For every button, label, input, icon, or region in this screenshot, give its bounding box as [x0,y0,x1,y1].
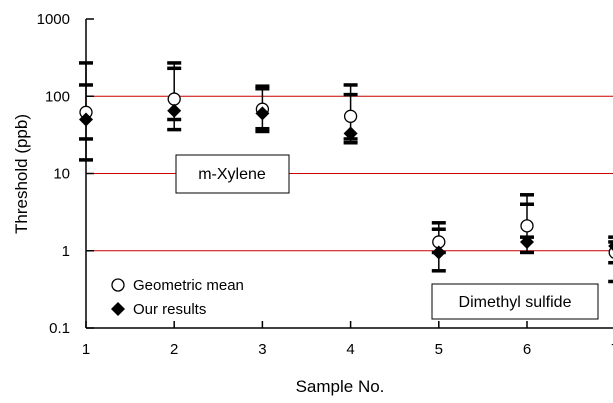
geometric-mean-point-4 [343,109,358,123]
y-axis-title: Threshold (ppb) [12,114,31,234]
our-results-point-5 [431,245,446,260]
our-results-point-3 [255,106,270,121]
data-markers [79,92,613,260]
error-bars [79,61,613,284]
annotation-m-xylene: m-Xylene [175,154,290,194]
our-results-point-6 [520,234,534,249]
y-tick-label: 1 [62,243,70,260]
annotation-box [175,154,290,194]
y-tick-labels: 0.1 1 10 100 1000 [37,11,70,337]
annotation-text: m-Xylene [198,166,266,183]
our-results-point-1 [79,112,93,127]
our-results-point-2 [167,103,182,118]
x-tick-label: 2 [170,341,178,358]
annotation-text: Dimethyl sulfide [459,294,572,311]
y-tick-label: 100 [45,88,70,105]
geometric-mean-point-6 [520,219,534,233]
x-tick-label: 6 [523,341,531,358]
x-tick-label: 4 [346,341,354,358]
annotation-box [431,283,599,320]
x-tick-label: 7 [611,341,613,358]
legend: Geometric mean Our results [111,277,244,318]
x-tick-label: 3 [258,341,266,358]
our-results-point-4 [343,126,358,141]
legend-label-geometric-mean: Geometric mean [133,277,244,294]
legend-marker-open-circle [111,278,125,292]
x-tick-label: 1 [82,341,90,358]
x-tick-labels: 1 2 3 4 5 6 7 [82,341,613,358]
geometric-mean-point-2 [167,92,181,106]
x-axis-title: Sample No. [296,377,385,396]
y-tick-label: 0.1 [49,320,70,337]
annotation-dimethyl-sulfide: Dimethyl sulfide [431,283,599,320]
y-tick-label: 1000 [37,11,70,28]
our-results-point-7 [608,241,613,251]
error-bar-sample-7 [608,235,613,284]
legend-marker-filled-diamond [111,302,125,316]
tick-marks [85,18,528,329]
x-tick-label: 5 [435,341,443,358]
y-tick-label: 10 [53,166,70,183]
legend-label-our-results: Our results [133,301,206,318]
